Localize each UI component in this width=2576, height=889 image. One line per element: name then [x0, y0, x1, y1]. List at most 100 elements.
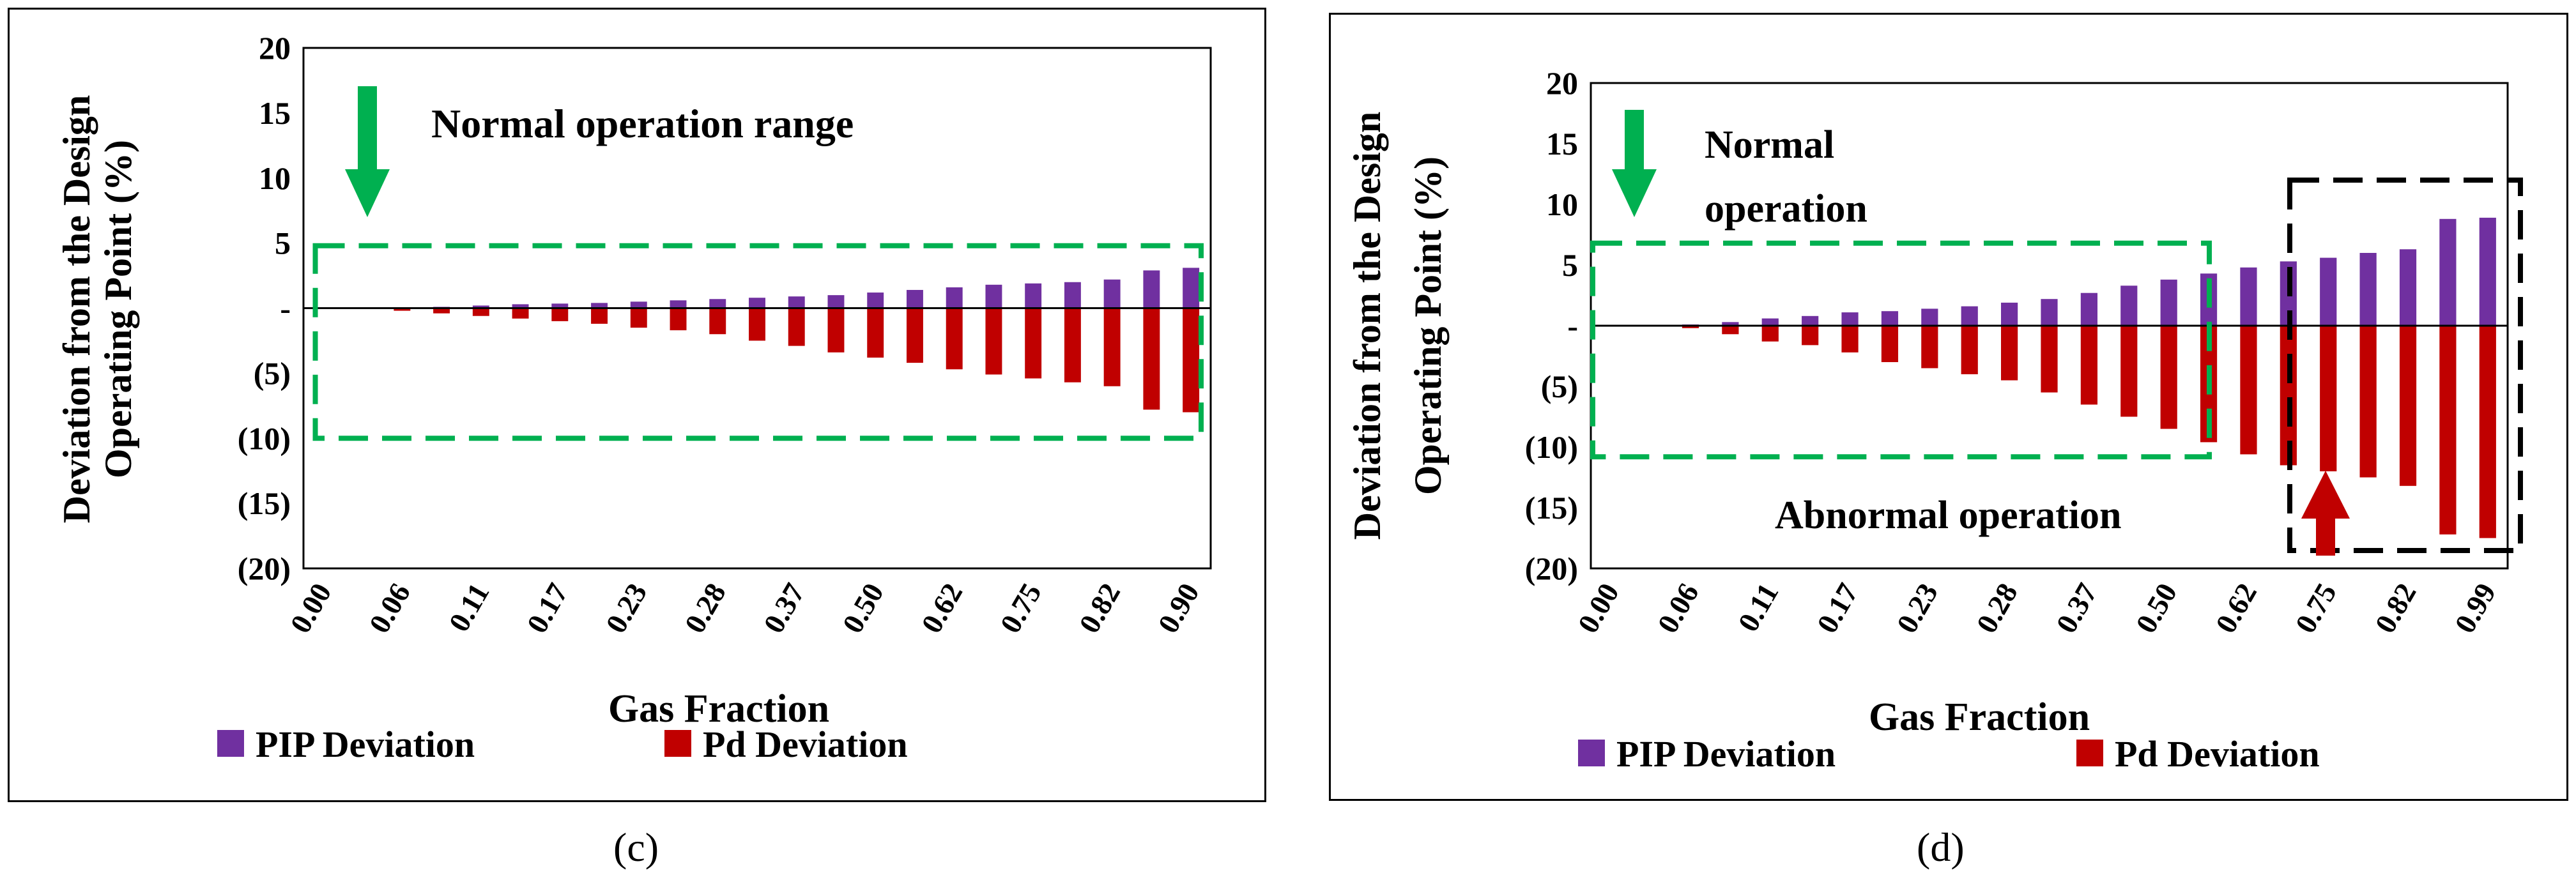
- bar-pip-deviation: [867, 293, 884, 308]
- bar-pip-deviation: [1921, 308, 1938, 326]
- y-axis-label-line: Operating Point (%): [97, 140, 139, 478]
- normal-operation-label-line1: Normal: [1705, 123, 1834, 167]
- bar-pip-deviation: [2240, 267, 2257, 326]
- y-tick-label: (20): [1525, 551, 1578, 586]
- y-tick-label: (5): [1541, 369, 1578, 404]
- bar-pd-deviation: [2080, 326, 2097, 405]
- bar-pd-deviation: [749, 308, 765, 341]
- bar-pd-deviation: [472, 308, 489, 316]
- bar-pd-deviation: [2359, 326, 2377, 478]
- x-tick-label: 0.62: [2209, 578, 2263, 639]
- y-axis-label-line: Deviation from the Design: [1346, 112, 1388, 540]
- x-tick-label: 0.11: [442, 578, 495, 637]
- x-tick-label: 0.00: [284, 578, 337, 639]
- bar-pd-deviation: [985, 308, 1002, 375]
- bar-pd-deviation: [591, 308, 608, 324]
- x-tick-label: 0.90: [1151, 578, 1205, 639]
- bar-pip-deviation: [2041, 299, 2058, 326]
- bar-pip-deviation: [2120, 285, 2138, 326]
- legend-swatch-pip: [1578, 740, 1605, 766]
- x-tick-label: 0.82: [2368, 578, 2422, 639]
- y-tick-label: 5: [1562, 247, 1578, 283]
- bar-pip-deviation: [2479, 217, 2496, 326]
- bar-pip-deviation: [2399, 249, 2417, 326]
- bar-pd-deviation: [512, 308, 529, 319]
- y-tick-label: 5: [275, 225, 291, 261]
- panel-c-frame: [8, 8, 1266, 802]
- x-tick-label: 0.75: [993, 578, 1047, 639]
- bar-pip-deviation: [2001, 302, 2018, 326]
- x-tick-label: 0.99: [2448, 578, 2502, 639]
- x-tick-label: 0.06: [1651, 578, 1705, 639]
- bar-pd-deviation: [1921, 326, 1938, 369]
- bar-pip-deviation: [2439, 218, 2457, 326]
- legend-label-pip: PIP Deviation: [256, 724, 475, 765]
- chart-panel-c: 20 15 10 5 - (5) (10) (15) (20) Deviation from th…: [56, 30, 1212, 765]
- normal-operation-arrow: [1612, 110, 1657, 217]
- x-tick-label: 0.28: [678, 578, 732, 639]
- bar-pd-deviation: [906, 308, 923, 363]
- y-tick-label: (20): [238, 551, 291, 586]
- bar-pip-deviation: [1802, 315, 1819, 326]
- bar-pd-deviation: [1183, 308, 1200, 413]
- bar-pd-deviation: [1103, 308, 1121, 386]
- bar-pip-deviation: [2080, 293, 2097, 326]
- x-tick-label: 0.06: [363, 578, 417, 639]
- bar-pd-deviation: [2479, 326, 2496, 538]
- bar-pip-deviation: [1064, 282, 1081, 308]
- y-tick-label: 20: [1546, 65, 1578, 101]
- bar-pd-deviation: [433, 308, 450, 314]
- bar-pip-deviation: [472, 305, 489, 308]
- bar-pd-deviation: [1881, 326, 1899, 362]
- bar-pip-deviation: [551, 303, 569, 308]
- bar-pip-deviation: [827, 295, 845, 308]
- bar-pip-deviation: [946, 287, 963, 308]
- y-axis-label-line: Deviation from the Design: [56, 95, 98, 524]
- bar-pd-deviation: [551, 308, 569, 321]
- y-tick-label: 15: [259, 95, 291, 131]
- normal-range-arrow: [345, 86, 390, 217]
- x-tick-label: 0.62: [915, 578, 969, 639]
- bar-pd-deviation: [630, 308, 647, 328]
- bar-pip-deviation: [1183, 268, 1200, 308]
- bar-pip-deviation: [1143, 270, 1160, 308]
- bar-pd-deviation: [1064, 308, 1081, 383]
- bar-pd-deviation: [2001, 326, 2018, 381]
- y-tick-label: -: [280, 291, 291, 326]
- bar-pd-deviation: [2399, 326, 2417, 486]
- bar-pd-deviation: [670, 308, 687, 331]
- abnormal-operation-arrow: [2301, 471, 2350, 556]
- x-tick-label: 0.17: [1811, 578, 1864, 639]
- bar-pd-deviation: [1143, 308, 1160, 410]
- normal-operation-label-line2: operation: [1705, 187, 1867, 231]
- caption-d: (d): [1917, 824, 1965, 870]
- legend-label-pip: PIP Deviation: [1616, 733, 1836, 775]
- bar-pip-deviation: [2320, 257, 2337, 326]
- bar-pd-deviation: [394, 308, 411, 311]
- y-tick-label: (10): [238, 420, 291, 456]
- legend-swatch-pd: [2076, 740, 2103, 766]
- bar-pd-deviation: [867, 308, 884, 358]
- x-tick-label: 0.23: [1890, 578, 1944, 639]
- x-axis-label: Gas Fraction: [1869, 695, 2090, 739]
- bar-pip-deviation: [512, 304, 529, 308]
- x-axis-label: Gas Fraction: [608, 687, 829, 731]
- bar-pip-deviation: [709, 299, 726, 308]
- normal-range-label: Normal operation range: [431, 101, 854, 146]
- bar-pip-deviation: [1761, 318, 1779, 326]
- x-tick-label: 0.28: [1970, 578, 2023, 639]
- bar-pd-deviation: [1025, 308, 1042, 379]
- x-tick-label: 0.11: [1731, 578, 1784, 637]
- x-tick-label: 0.00: [1571, 578, 1625, 639]
- bar-pip-deviation: [670, 300, 687, 308]
- abnormal-operation-label: Abnormal operation: [1775, 494, 2122, 537]
- x-tick-label: 0.37: [2050, 578, 2103, 639]
- bar-pd-deviation: [1961, 326, 1978, 374]
- bar-pd-deviation: [2240, 326, 2257, 455]
- legend-label-pd: Pd Deviation: [703, 724, 908, 765]
- bar-pd-deviation: [788, 308, 805, 346]
- bar-pip-deviation: [1881, 311, 1899, 326]
- bar-pip-deviation: [906, 289, 923, 308]
- bar-pip-deviation: [1025, 283, 1042, 308]
- legend-label-pd: Pd Deviation: [2115, 733, 2320, 775]
